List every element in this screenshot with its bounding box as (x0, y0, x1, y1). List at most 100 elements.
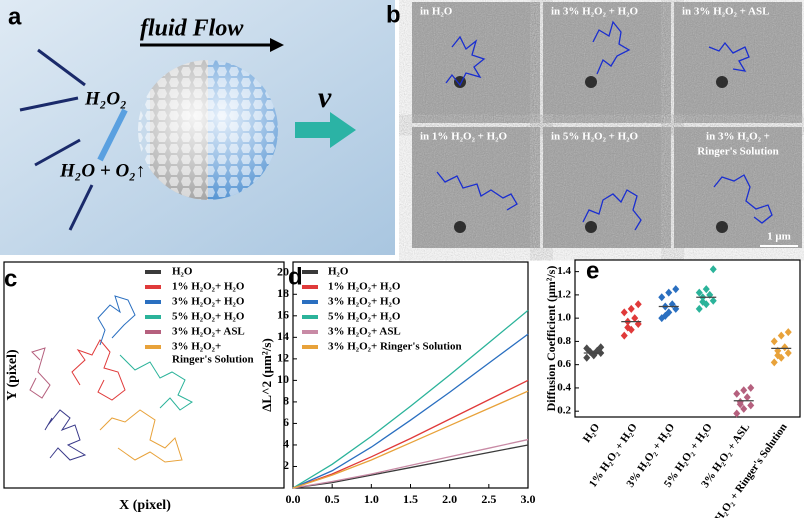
data-point (583, 344, 591, 353)
data-point (695, 288, 703, 297)
legend-label: 3% H₂O₂+ Ringer's Solution (328, 341, 462, 353)
legend-swatch (302, 285, 318, 289)
data-point (631, 314, 639, 323)
data-point (736, 400, 744, 409)
image-label: in 3% H₂O₂ + H₂O (551, 6, 639, 18)
trajectory (592, 20, 631, 75)
legend-label: H₂O (328, 266, 349, 278)
micrograph-noise (412, 127, 540, 248)
panel-label: e (586, 257, 599, 284)
trajectory (436, 171, 518, 211)
panel-label: c (4, 265, 17, 292)
particle (716, 76, 728, 88)
image-label: in H₂O (420, 6, 453, 18)
x-tick-label: H₂O (581, 421, 603, 445)
legend-label: 3% H₂O₂+ ASL (328, 326, 401, 338)
panel-label: b (386, 1, 401, 28)
series-line (292, 390, 529, 489)
data-point (624, 323, 632, 332)
data-point (620, 308, 628, 317)
data-point (770, 358, 778, 367)
products: H₂O + O₂↑ (59, 160, 145, 181)
legend-swatch (145, 300, 161, 304)
y-tick-label: 0.8 (557, 335, 571, 347)
trajectories (29, 295, 193, 463)
plot-frame (3, 261, 285, 489)
trajectory (582, 189, 642, 231)
trajectory (708, 41, 750, 72)
y-tick-label: 0.2 (557, 405, 571, 417)
data-point (784, 349, 792, 358)
image-label: in 3% H₂O₂ + ASL (682, 6, 769, 18)
legend-swatch (145, 345, 161, 349)
y-tick-label: 1.4 (557, 265, 571, 277)
data-point (740, 386, 748, 395)
panel-label: d (288, 263, 303, 290)
scale-bar-label: 1 μm (767, 231, 791, 243)
data-point (709, 265, 717, 274)
legend-swatch (145, 330, 161, 334)
y-axis-title: Diffusion Coefficient (μm²/s) (544, 266, 558, 412)
data-point (770, 337, 778, 346)
y-axis-title: ΔL^2 (μm²/s) (259, 338, 274, 412)
data-point (733, 389, 741, 398)
x-tick-label: 2.0 (442, 492, 457, 506)
particle (585, 221, 597, 233)
micrograph-noise (674, 2, 802, 123)
y-tick-label: 1.2 (557, 288, 571, 300)
panel-d: d 0.0 0.5 1.0 1.5 2.0 2.5 3.0 2 4 6 8 10 12 14 16 18 20 ΔL… (259, 261, 536, 506)
image-label: Ringer's Solution (697, 146, 779, 158)
y-tick-label: 0.4 (557, 381, 571, 393)
panel-b: b in H₂O in 3% H₂O₂ + H₂O in 3% H₂O₂ + ASL… (386, 1, 802, 248)
particle (585, 76, 597, 88)
panel-c: c X (pixel) Y (pixel) H₂O 1% H₂O₂+ H₂O 3% … (3, 261, 285, 513)
data-point (583, 353, 591, 362)
x-tick-label: 0.0 (286, 492, 301, 506)
y-tick-label: 4 (283, 437, 289, 451)
data-point (627, 304, 635, 313)
particle (454, 221, 466, 233)
data-point (665, 288, 673, 297)
micrograph-noise (543, 127, 671, 248)
data-point (702, 285, 710, 294)
x-tick-label: 1.5 (403, 492, 418, 506)
legend-swatch (302, 330, 318, 334)
legend-swatch (302, 315, 318, 319)
x-tick-label: 0.5 (325, 492, 340, 506)
data-point (784, 328, 792, 337)
data-point (733, 409, 741, 418)
particle (716, 221, 728, 233)
data-point (699, 297, 707, 306)
data-point (709, 296, 717, 305)
series-line (292, 309, 529, 489)
data-point (777, 331, 785, 340)
data-point (634, 300, 642, 309)
data-point (740, 404, 748, 413)
legend-label: 3% H₂O₂+ H₂O (328, 296, 401, 308)
data-point (743, 393, 751, 402)
trajectory (445, 35, 486, 87)
micrograph-noise (412, 2, 540, 123)
panel-label: a (8, 3, 22, 30)
data-point (747, 401, 755, 410)
y-tick-label: 0.6 (557, 358, 571, 370)
sphere-pores (138, 60, 278, 200)
reactant: H₂O₂ (84, 88, 127, 109)
y-tick-label: 10 (277, 372, 289, 386)
flow-arrowhead (270, 38, 284, 52)
velocity-arrow (295, 112, 356, 148)
data-point (774, 351, 782, 360)
panel-a: a fluid Flow H₂O₂ H₂O + O₂↑ v (0, 0, 395, 255)
legend-label: Ringer's Solution (172, 354, 254, 366)
series-line (292, 444, 529, 489)
legend-label: H₂O (172, 266, 193, 278)
y-tick-label: 6 (283, 415, 289, 429)
y-tick-label: 8 (283, 394, 289, 408)
series-line (292, 438, 529, 489)
y-tick-label: 20 (277, 265, 289, 279)
y-axis-title: Y (pixel) (5, 349, 20, 401)
legend-label: 3% H₂O₂+ ASL (172, 326, 245, 338)
x-axis-title: X (pixel) (119, 498, 171, 513)
series-line (292, 379, 529, 489)
